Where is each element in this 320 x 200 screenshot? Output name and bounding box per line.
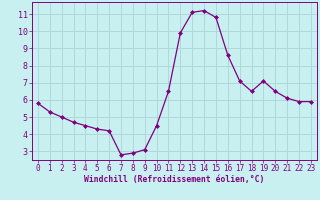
X-axis label: Windchill (Refroidissement éolien,°C): Windchill (Refroidissement éolien,°C) (84, 175, 265, 184)
